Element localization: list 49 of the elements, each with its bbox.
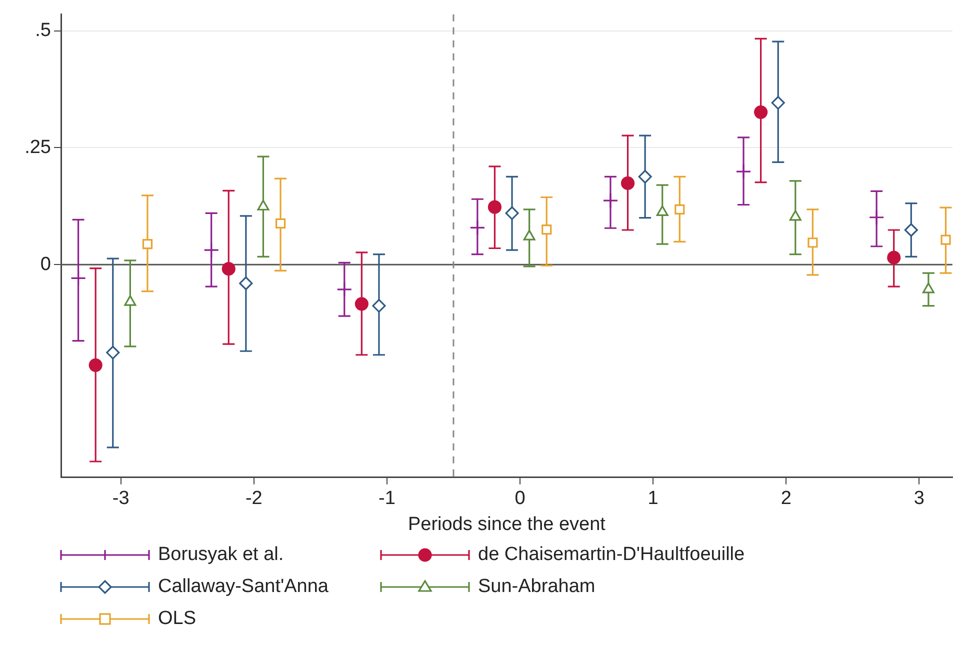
point — [88, 358, 102, 372]
x-tick-label: -1 — [378, 488, 396, 510]
point — [808, 238, 818, 248]
x-tick-label: 3 — [914, 488, 924, 510]
point — [488, 200, 502, 214]
point — [142, 238, 153, 250]
point — [106, 346, 120, 360]
x-tick-label: -3 — [112, 488, 130, 510]
point — [736, 164, 752, 180]
x-axis-title: Periods since the event — [408, 514, 606, 535]
point — [868, 210, 884, 226]
legend-label: de Chaisemartin-D'Haultfoeuille — [478, 544, 745, 566]
point — [222, 262, 236, 276]
point — [771, 96, 785, 110]
point — [904, 223, 918, 237]
legend-label: Callaway-Sant'Anna — [158, 576, 328, 598]
point — [620, 176, 635, 190]
point — [789, 210, 802, 221]
point — [887, 250, 901, 264]
point — [275, 218, 286, 228]
legend-label: OLS — [158, 608, 196, 630]
point — [674, 204, 685, 214]
point — [922, 282, 934, 294]
legend-label: Borusyak et al. — [158, 544, 284, 566]
legend-label: Sun-Abraham — [478, 576, 596, 598]
point — [470, 220, 486, 236]
point — [124, 295, 136, 306]
point — [523, 230, 536, 240]
point — [940, 234, 951, 245]
y-tick-label: 0 — [40, 254, 51, 275]
x-tick-label: 2 — [780, 488, 792, 510]
point — [656, 205, 668, 216]
x-tick-label: 0 — [514, 488, 526, 510]
point — [542, 224, 552, 235]
y-tick-label: .5 — [35, 20, 51, 42]
point — [257, 200, 270, 210]
point — [754, 105, 768, 119]
point — [239, 276, 253, 290]
point — [638, 170, 652, 184]
point — [505, 206, 519, 220]
point — [70, 270, 86, 286]
x-tick-label: -2 — [245, 488, 262, 510]
x-tick-label: 1 — [648, 488, 658, 510]
point — [354, 297, 368, 311]
point — [602, 192, 618, 208]
point — [336, 282, 352, 298]
point — [204, 242, 220, 258]
point — [372, 298, 386, 313]
y-tick-label: .25 — [24, 136, 51, 158]
